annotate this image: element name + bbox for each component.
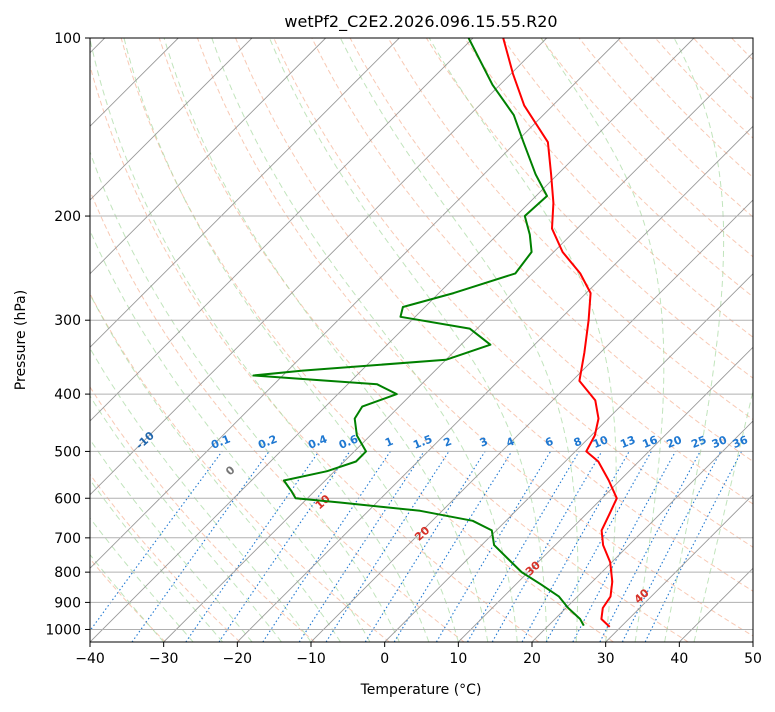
x-tick-label: 50 [744, 651, 762, 667]
x-tick-label: 0 [380, 651, 389, 667]
x-tick-label: 10 [449, 651, 467, 667]
x-tick-label: −30 [149, 651, 179, 667]
x-tick-label: 20 [523, 651, 541, 667]
y-tick-label: 600 [54, 491, 81, 507]
x-tick-label: −20 [223, 651, 253, 667]
y-tick-label: 100 [54, 31, 81, 47]
x-tick-label: 30 [597, 651, 615, 667]
y-tick-label: 500 [54, 444, 81, 460]
y-tick-label: 200 [54, 209, 81, 225]
x-tick-label: 40 [670, 651, 688, 667]
x-tick-label: −40 [75, 651, 105, 667]
y-tick-label: 1000 [45, 622, 81, 638]
y-axis-label: Pressure (hPa) [13, 290, 29, 390]
y-tick-label: 300 [54, 313, 81, 329]
chart-title: wetPf2_C2E2.2026.096.15.55.R20 [284, 12, 557, 32]
y-tick-label: 700 [54, 531, 81, 547]
y-tick-label: 400 [54, 387, 81, 403]
y-tick-label: 800 [54, 565, 81, 581]
x-axis-label: Temperature (°C) [360, 682, 482, 698]
x-tick-label: −10 [296, 651, 326, 667]
y-tick-label: 900 [54, 595, 81, 611]
